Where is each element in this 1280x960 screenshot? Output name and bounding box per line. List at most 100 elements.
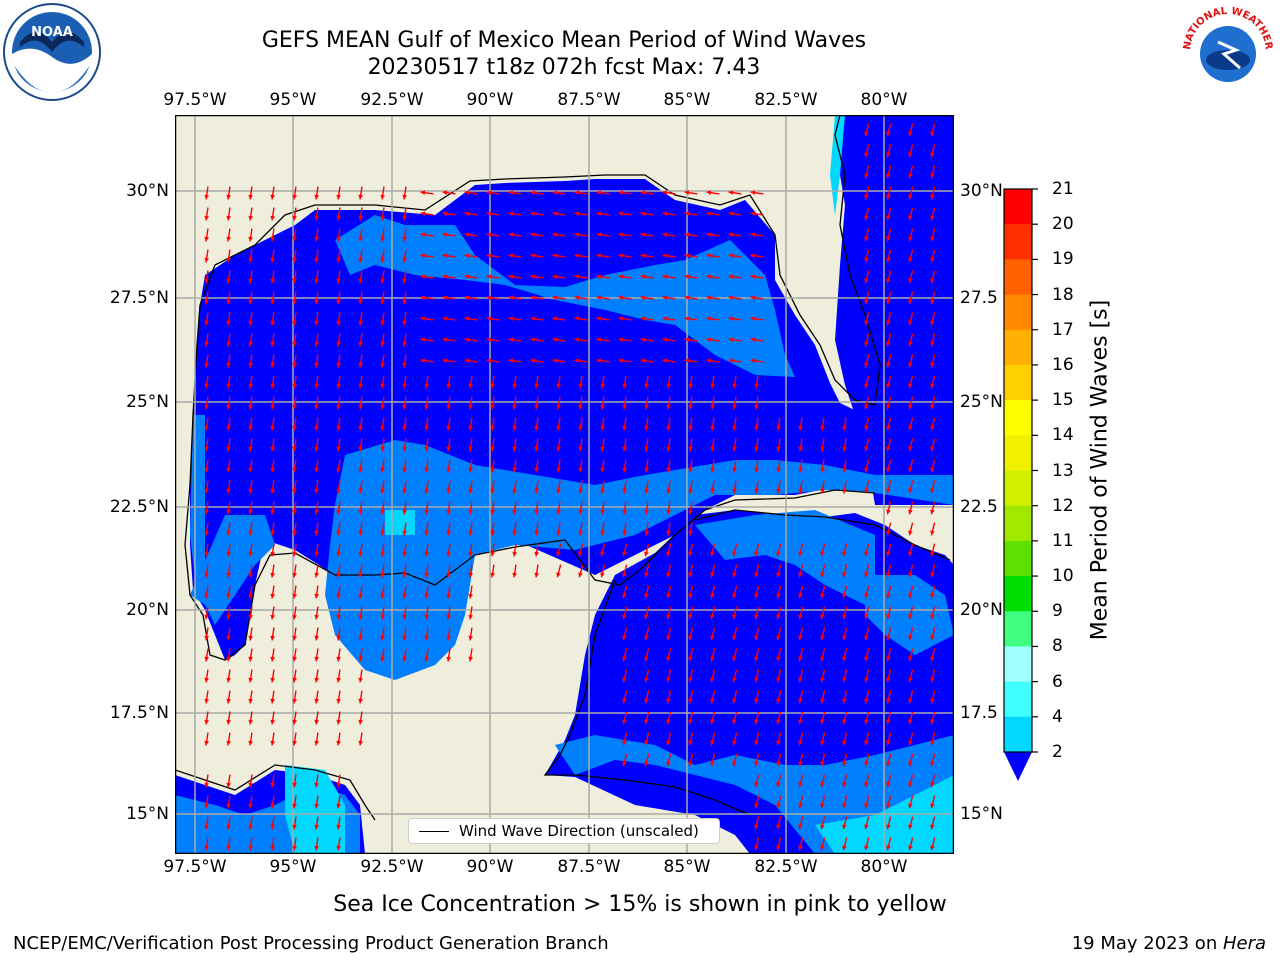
wave-direction-arrowhead [706,253,712,259]
wave-direction-arrowhead [248,845,254,851]
wave-direction-arrowhead [710,761,715,767]
wave-direction-arrowhead [886,299,891,305]
colorbar-band [1004,224,1032,260]
wave-direction-arrowhead [706,274,712,280]
wave-direction-arrowhead [908,551,913,557]
wave-direction-arrowhead [706,190,712,196]
wave-direction-arrowhead [292,656,298,662]
wave-direction-arrowhead [644,383,650,389]
wave-direction-arrowhead [644,719,649,725]
wave-direction-arrowhead [552,253,558,259]
wave-direction-arrowhead [930,131,935,137]
wave-direction-arrowhead [336,593,342,599]
wave-direction-arrowhead [442,232,448,238]
wave-direction-arrowhead [292,467,298,473]
wave-direction-arrowhead [358,404,364,410]
lon-tick-bottom: 92.5°W [360,857,424,877]
wave-direction-arrowhead [380,572,386,578]
wave-direction-arrowhead [930,215,935,221]
wave-direction-arrowhead [908,467,913,473]
wave-direction-arrowhead [864,383,869,389]
wave-direction-arrowhead [556,404,562,410]
wave-direction-arrowhead [486,232,492,238]
wave-direction-arrowhead [336,677,342,683]
wave-direction-arrowhead [886,698,891,704]
wave-direction-arrowhead [464,337,470,343]
wave-direction-arrowhead [688,425,694,431]
wave-direction-arrowhead [798,572,803,578]
wave-direction-arrowhead [402,278,408,284]
wave-direction-arrowhead [420,211,426,217]
wave-direction-arrowhead [776,551,781,557]
wave-direction-arrowhead [534,530,540,536]
wave-direction-arrowhead [204,362,210,368]
wave-direction-arrowhead [292,194,298,200]
wave-direction-arrowhead [292,572,298,578]
wave-direction-arrowhead [556,383,562,389]
wave-direction-arrowhead [754,656,759,662]
wave-direction-arrowhead [512,572,518,578]
wave-direction-arrowhead [688,614,693,620]
wave-direction-arrowhead [292,782,298,788]
wave-direction-arrowhead [622,740,627,746]
wave-direction-arrowhead [710,383,716,389]
wave-direction-arrowhead [248,383,254,389]
wave-direction-arrowhead [886,488,891,494]
wave-direction-arrowhead [556,530,562,536]
wave-direction-arrowhead [622,719,627,725]
wave-direction-arrowhead [358,236,364,242]
wave-direction-arrowhead [908,740,913,746]
wave-direction-arrowhead [314,467,320,473]
wave-direction-arrowhead [622,488,628,494]
wave-direction-arrowhead [552,232,558,238]
wave-direction-arrowhead [358,677,364,683]
wave-direction-arrowhead [886,551,891,557]
wave-direction-arrowhead [204,467,210,473]
wave-direction-arrowhead [640,316,646,322]
wave-direction-arrowhead [618,232,624,238]
wave-direction-arrowhead [314,740,320,746]
wave-direction-arrowhead [600,467,606,473]
wave-direction-arrowhead [622,551,627,557]
wave-direction-arrowhead [248,572,254,578]
wave-direction-arrowhead [842,488,848,494]
wave-direction-arrowhead [530,190,536,196]
wave-direction-arrowhead [596,316,602,322]
wave-direction-arrowhead [468,572,474,578]
wave-direction-arrowhead [380,614,386,620]
wave-direction-arrowhead [732,425,738,431]
wave-direction-arrowhead [226,614,232,620]
wave-direction-arrowhead [930,698,935,704]
wave-direction-arrowhead [930,677,935,683]
wave-direction-arrowhead [732,761,737,767]
wave-direction-arrowhead [424,383,430,389]
wave-direction-arrowhead [710,446,716,452]
wave-direction-arrowhead [248,446,254,452]
wave-direction-arrowhead [776,446,782,452]
wave-direction-arrowhead [732,740,737,746]
wave-direction-arrowhead [754,740,759,746]
wave-direction-arrowhead [820,593,825,599]
wave-direction-arrowhead [358,383,364,389]
wave-direction-arrowhead [820,761,825,767]
wave-direction-arrowhead [270,488,276,494]
wave-direction-arrowhead [204,593,210,599]
map-subtitle: 20230517 t18z 072h fcst Max: 7.43 [367,55,761,80]
wave-direction-arrowhead [644,425,650,431]
wave-direction-arrowhead [776,845,781,851]
wave-direction-arrowhead [292,551,298,557]
wave-direction-arrowhead [864,257,869,263]
lon-tick-bottom: 82.5°W [754,857,818,877]
wave-direction-arrowhead [314,320,320,326]
wave-direction-arrowhead [864,173,869,179]
wave-direction-arrowhead [842,467,848,473]
wave-direction-arrowhead [886,257,891,263]
lat-tick-left: 22.5°N [109,497,169,517]
wave-direction-arrowhead [204,845,210,851]
wave-direction-arrowhead [732,656,737,662]
wave-direction-arrowhead [930,761,935,767]
wave-direction-arrowhead [468,467,474,473]
wave-direction-arrowhead [508,358,514,364]
wave-direction-arrowhead [750,358,756,364]
wave-direction-arrowhead [204,425,210,431]
